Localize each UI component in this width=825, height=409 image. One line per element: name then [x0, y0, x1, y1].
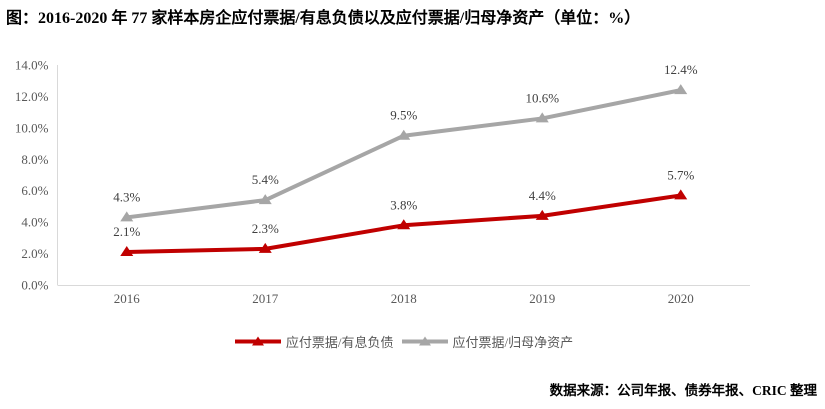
series-0-triangle-marker	[397, 219, 411, 230]
data-label: 4.3%	[113, 189, 140, 204]
legend-item-0: 应付票据/有息负债	[234, 332, 394, 351]
y-tick-label: 10.0%	[15, 120, 49, 135]
data-source: 数据来源：公司年报、债券年报、CRIC 整理	[549, 383, 817, 398]
data-label: 2.1%	[113, 224, 140, 239]
series-0-triangle-marker	[258, 242, 272, 253]
series-1-triangle-marker	[674, 84, 688, 95]
legend-line-marker-swatch	[234, 336, 281, 346]
chart-title: 图：2016-2020 年 77 家样本房企应付票据/有息负债以及应付票据/归母…	[6, 10, 641, 27]
y-tick-label: 2.0%	[21, 246, 48, 261]
x-tick-label: 2017	[252, 291, 279, 306]
y-tick-label: 6.0%	[21, 183, 48, 198]
series-1-triangle-marker	[120, 211, 134, 222]
data-label: 10.6%	[525, 90, 559, 105]
legend-label: 应付票据/有息负债	[285, 334, 394, 350]
data-label: 3.8%	[390, 197, 417, 212]
series-0-triangle-marker	[535, 209, 549, 220]
series-1-triangle-marker	[258, 194, 272, 205]
data-label: 2.3%	[252, 221, 279, 236]
y-tick-label: 12.0%	[15, 89, 49, 104]
data-label: 9.5%	[390, 108, 417, 123]
x-tick-label: 2019	[529, 291, 555, 306]
series-1-triangle-marker	[535, 112, 549, 123]
y-tick-label: 4.0%	[21, 215, 48, 230]
x-tick-label: 2020	[668, 291, 694, 306]
x-tick-label: 2016	[114, 291, 141, 306]
data-label: 5.4%	[252, 172, 279, 187]
series-1-triangle-marker	[397, 129, 411, 140]
line-chart: 0.0% 2.0% 4.0% 6.0% 8.0% 10.0% 12.0% 14.0% 2016 2…	[15, 58, 750, 306]
y-tick-label: 14.0%	[15, 58, 49, 73]
data-label: 12.4%	[664, 62, 698, 77]
series-0-triangle-marker	[120, 246, 134, 256]
legend-label: 应付票据/归母净资产	[452, 334, 574, 350]
series-0-triangle-marker	[674, 189, 688, 200]
chart-legend: 应付票据/有息负债 应付票据/归母净资产	[57, 331, 751, 351]
y-tick-label: 0.0%	[21, 278, 48, 293]
x-tick-label: 2018	[391, 291, 417, 306]
legend-line-marker-swatch	[401, 336, 448, 346]
data-label: 4.4%	[529, 188, 556, 203]
y-tick-label: 8.0%	[21, 152, 48, 167]
data-label: 5.7%	[667, 167, 694, 182]
legend-item-1: 应付票据/归母净资产	[401, 332, 574, 351]
